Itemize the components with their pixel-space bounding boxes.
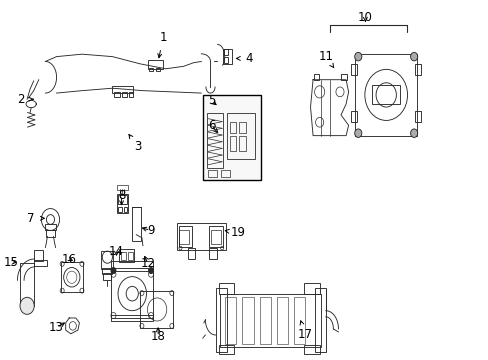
Text: 14: 14 [109, 244, 124, 258]
Bar [128, 93, 132, 97]
Bar [294, 297, 305, 344]
Bar [155, 68, 160, 71]
Bar [414, 111, 420, 122]
Bar [179, 226, 192, 247]
Bar [119, 249, 134, 262]
Bar [224, 57, 227, 63]
Bar [122, 93, 126, 97]
Text: 19: 19 [230, 226, 245, 239]
Bar [208, 226, 223, 247]
Bar [177, 222, 225, 250]
Circle shape [148, 267, 153, 274]
Bar [304, 345, 319, 355]
Bar [227, 113, 255, 159]
Text: 11: 11 [318, 50, 333, 63]
Bar [203, 95, 261, 180]
Bar [211, 230, 220, 244]
Bar [372, 85, 399, 104]
Bar [20, 263, 34, 306]
Bar [34, 260, 47, 266]
Bar [206, 113, 223, 168]
Text: 17: 17 [297, 328, 312, 342]
Bar [259, 297, 270, 344]
Bar [208, 248, 216, 259]
Bar [114, 93, 119, 97]
Bar [111, 261, 153, 271]
Bar [219, 345, 234, 355]
Circle shape [354, 52, 361, 61]
Bar [239, 122, 245, 132]
Text: 18: 18 [150, 330, 165, 343]
Bar [229, 122, 236, 132]
Bar [350, 64, 357, 75]
Bar [148, 60, 163, 69]
Text: 7: 7 [27, 212, 35, 225]
Bar [45, 224, 56, 230]
Bar [121, 252, 125, 260]
Bar [239, 136, 245, 151]
Bar [140, 291, 173, 328]
Text: 4: 4 [245, 52, 253, 65]
Bar [242, 297, 253, 344]
Text: 2: 2 [17, 93, 25, 106]
Bar [116, 185, 127, 190]
Text: 1: 1 [159, 31, 166, 44]
Bar [117, 195, 126, 204]
Text: 9: 9 [146, 224, 154, 237]
Bar [276, 297, 287, 344]
Bar [179, 230, 188, 244]
Bar [220, 294, 320, 347]
Bar [340, 74, 346, 80]
Bar [123, 207, 126, 212]
Bar [207, 170, 217, 177]
Text: 6: 6 [207, 119, 215, 132]
Bar [34, 250, 43, 261]
Bar [219, 283, 234, 294]
Bar [149, 68, 153, 71]
Text: 10: 10 [357, 11, 372, 24]
Circle shape [354, 129, 361, 138]
Bar [116, 194, 127, 213]
Text: 15: 15 [3, 256, 18, 269]
Text: 16: 16 [61, 252, 77, 266]
Bar [354, 54, 416, 136]
Text: 3: 3 [134, 140, 141, 153]
Text: 5: 5 [207, 94, 215, 108]
Bar [117, 207, 122, 212]
Bar [46, 230, 55, 237]
Bar [102, 268, 112, 274]
Bar [131, 207, 141, 241]
Bar [225, 297, 236, 344]
Text: 8: 8 [118, 189, 125, 202]
Bar [223, 49, 232, 64]
Bar [111, 268, 153, 318]
Bar [112, 86, 132, 93]
Bar [229, 136, 236, 151]
Text: 12: 12 [140, 257, 155, 270]
Bar [215, 288, 226, 352]
Bar [61, 262, 83, 292]
Circle shape [410, 129, 417, 138]
Bar [224, 49, 227, 55]
Bar [313, 74, 318, 80]
Bar [103, 273, 111, 280]
Bar [314, 288, 325, 352]
Bar [350, 111, 357, 122]
Bar [111, 315, 153, 321]
Bar [220, 170, 229, 177]
Text: 13: 13 [49, 321, 64, 334]
Bar [101, 251, 113, 269]
Bar [304, 283, 319, 294]
Bar [414, 64, 420, 75]
Bar [127, 252, 132, 260]
Circle shape [111, 267, 116, 274]
Bar [187, 248, 195, 259]
Circle shape [20, 297, 34, 314]
Circle shape [410, 52, 417, 61]
